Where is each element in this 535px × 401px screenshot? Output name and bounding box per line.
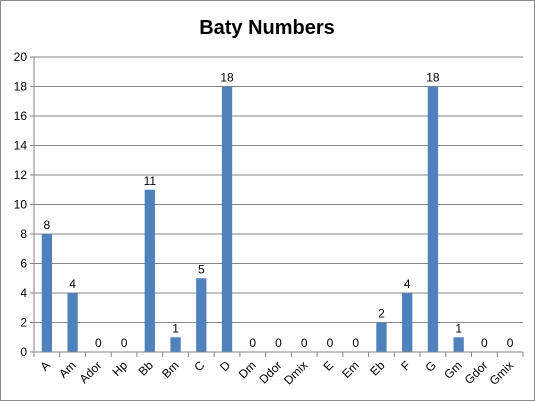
x-tick-label: Gmix bbox=[487, 358, 517, 388]
x-tick-label: Bm bbox=[159, 358, 182, 381]
bar-bm bbox=[170, 337, 181, 352]
bar-gm bbox=[453, 337, 464, 352]
y-axis: 0 2 4 6 8 10 12 14 16 18 20 bbox=[14, 50, 35, 359]
data-label: 5 bbox=[198, 262, 205, 276]
data-label: 0 bbox=[507, 336, 514, 350]
y-tick-label: 20 bbox=[14, 50, 28, 64]
y-tick-label: 2 bbox=[20, 316, 27, 330]
bar-f bbox=[402, 293, 413, 352]
y-tick-label: 4 bbox=[20, 286, 27, 300]
bar-a bbox=[41, 234, 53, 352]
x-tick-label: D bbox=[217, 358, 233, 374]
x-tick-label: A bbox=[37, 358, 53, 374]
y-tick-label: 6 bbox=[20, 257, 27, 271]
x-tick-label: Ador bbox=[77, 358, 105, 386]
x-tick-label: Ddor bbox=[256, 358, 284, 386]
x-tick-label: Gdor bbox=[462, 358, 491, 387]
gridlines bbox=[34, 56, 523, 323]
data-label: 0 bbox=[95, 336, 102, 350]
bars bbox=[41, 86, 464, 352]
data-label: 18 bbox=[426, 71, 440, 85]
bar-am bbox=[67, 293, 78, 352]
y-tick-label: 18 bbox=[14, 80, 28, 94]
data-label: 1 bbox=[172, 321, 179, 335]
data-label: 0 bbox=[249, 336, 256, 350]
data-label: 11 bbox=[144, 174, 157, 188]
x-tick-label: Dm bbox=[236, 358, 259, 381]
data-label: 1 bbox=[455, 321, 462, 335]
data-label: 18 bbox=[220, 71, 234, 85]
data-label: 0 bbox=[121, 336, 128, 350]
data-label: 0 bbox=[327, 336, 334, 350]
y-tick-label: 12 bbox=[14, 168, 28, 182]
data-label: 0 bbox=[301, 336, 308, 350]
data-label: 0 bbox=[275, 336, 282, 350]
x-tick-label: E bbox=[321, 358, 337, 374]
data-label: 8 bbox=[44, 218, 51, 232]
x-tick-label: F bbox=[398, 358, 413, 373]
y-tick-label: 10 bbox=[14, 198, 28, 212]
bar-d bbox=[221, 86, 233, 352]
y-tick-label: 16 bbox=[14, 109, 28, 123]
data-label: 0 bbox=[481, 336, 488, 350]
y-tick-label: 0 bbox=[20, 345, 27, 359]
bar-c bbox=[196, 278, 207, 352]
x-tick-label: Am bbox=[56, 358, 79, 381]
bar-bb bbox=[144, 189, 155, 352]
data-label: 0 bbox=[352, 336, 359, 350]
x-tick-label: Gm bbox=[441, 358, 465, 382]
x-tick-label: C bbox=[191, 358, 207, 374]
data-label: 4 bbox=[69, 277, 76, 291]
y-tick-label: 14 bbox=[14, 139, 28, 153]
chart-title: Baty Numbers bbox=[199, 17, 335, 39]
bar-eb bbox=[376, 322, 387, 352]
y-tick-label: 8 bbox=[20, 227, 27, 241]
bar-g bbox=[427, 86, 439, 352]
data-label: 2 bbox=[378, 307, 385, 321]
x-tick-label: Dmix bbox=[281, 358, 310, 387]
x-tick-label: Hp bbox=[109, 358, 130, 379]
x-tick-label: G bbox=[423, 358, 440, 375]
x-tick-label: Bb bbox=[136, 358, 157, 379]
data-label: 4 bbox=[404, 277, 411, 291]
x-tick-label: Em bbox=[339, 358, 362, 381]
x-tick-label: Eb bbox=[367, 358, 388, 379]
